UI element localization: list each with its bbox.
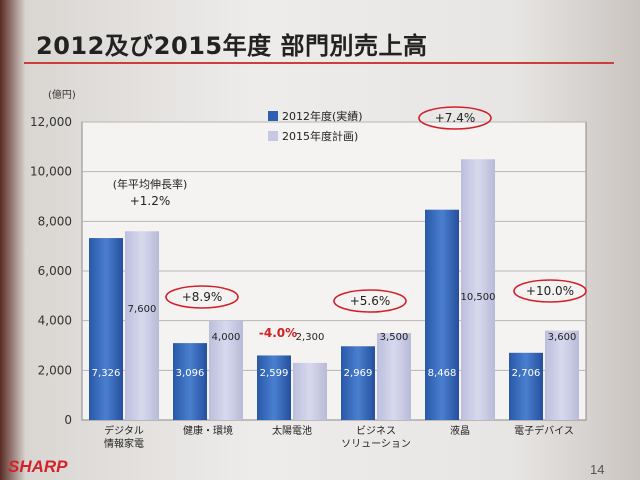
growth-rate-label: (年平均伸長率)	[113, 177, 188, 191]
data-labels: 7,326 7,600 3,096 4,000 2,599 2,300 2,969 3,500…	[92, 292, 577, 379]
bar-2012	[257, 355, 291, 420]
y-tick-label: 8,000	[38, 214, 72, 228]
title-underline	[24, 62, 614, 64]
y-tick-label: 2,000	[38, 363, 72, 377]
highlight-circle	[165, 285, 239, 309]
growth-rate-label: +7.4%	[435, 111, 476, 125]
slide-title: 2012及び2015年度 部門別売上高	[36, 32, 428, 60]
category-label: ビジネス	[356, 425, 396, 437]
data-label: 3,096	[176, 368, 205, 379]
bar-2012	[509, 352, 543, 420]
highlight-circle	[333, 289, 407, 313]
data-label: 7,326	[92, 368, 121, 379]
bar-2015	[545, 330, 579, 420]
legend-swatch	[268, 111, 278, 121]
y-tick-label: 12,000	[30, 115, 72, 129]
bar-2012	[341, 346, 375, 420]
category-label: 液晶	[450, 424, 470, 437]
y-tick-label: 4,000	[38, 314, 72, 328]
data-label: 7,600	[128, 304, 157, 315]
data-label: 2,300	[296, 332, 325, 343]
legend: 2012年度(実績) 2015年度計画)	[268, 109, 363, 143]
category-label: ソリューション	[341, 439, 411, 450]
data-label: 10,500	[461, 292, 496, 303]
y-tick-label: 6,000	[38, 264, 72, 278]
legend-swatch	[268, 131, 278, 141]
legend-label: 2012年度(実績)	[282, 109, 363, 123]
highlight-circle	[418, 106, 492, 130]
bar-2015	[293, 362, 327, 420]
category-label: 健康・環境	[183, 424, 233, 437]
gridlines	[81, 121, 587, 421]
page-number: 14	[590, 462, 605, 477]
data-label: 8,468	[428, 368, 457, 379]
data-label: 2,706	[512, 368, 541, 379]
y-tick-label: 10,000	[30, 165, 72, 179]
growth-rate-label: +10.0%	[526, 284, 574, 298]
growth-rate-label: +1.2%	[130, 194, 171, 208]
y-axis: (億円) 0 2,000 4,000 6,000 8,000 10,000 12,000	[30, 88, 76, 427]
bar-2012	[173, 343, 207, 420]
category-label: 情報家電	[104, 437, 144, 450]
growth-rate-label: +5.6%	[350, 294, 391, 308]
data-label: 4,000	[212, 332, 241, 343]
data-label: 2,599	[260, 368, 289, 379]
highlight-circle	[513, 279, 587, 303]
bar-2015	[209, 320, 243, 420]
bars	[89, 159, 579, 420]
legend-label: 2015年度計画)	[282, 129, 358, 143]
bar-2012	[89, 238, 123, 420]
bar-2012	[425, 209, 459, 420]
bar-2015	[461, 159, 495, 420]
y-tick-label: 0	[64, 413, 72, 427]
data-label: 3,600	[548, 332, 577, 343]
brand-logo: SHARP	[8, 457, 68, 476]
category-label: 電子デバイス	[514, 424, 574, 437]
category-label: 太陽電池	[272, 424, 312, 437]
data-label: 2,969	[344, 368, 373, 379]
y-unit-label: (億円)	[48, 88, 76, 101]
growth-rate-label: -4.0%	[259, 326, 297, 340]
growth-annotations: (年平均伸長率) +1.2% +8.9% -4.0% +5.6% +7.4% +10.0%	[113, 106, 587, 340]
growth-rate-label: +8.9%	[182, 290, 223, 304]
bar-2015	[125, 231, 159, 420]
bar-2015	[377, 333, 411, 420]
category-label: デジタル	[104, 424, 144, 437]
data-label: 3,500	[380, 332, 409, 343]
